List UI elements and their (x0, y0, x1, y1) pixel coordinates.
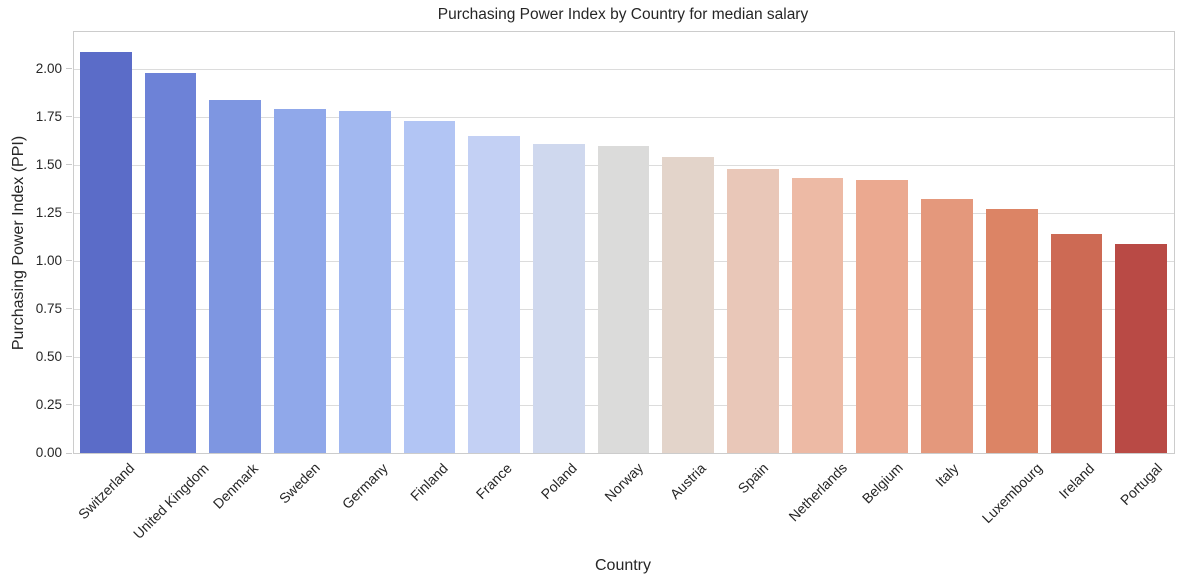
y-tick-label: 0.00 (35, 445, 62, 460)
bar-poland (532, 143, 585, 453)
y-tick-mark (66, 68, 72, 70)
bar-netherlands (791, 178, 844, 453)
plot-area (72, 30, 1175, 454)
bar-portugal (1115, 243, 1167, 453)
x-tick-label: Poland (537, 459, 580, 502)
gridline (73, 116, 1174, 118)
y-tick-mark (66, 404, 72, 406)
bar-finland (403, 120, 456, 453)
x-tick-label: Ireland (1055, 459, 1098, 502)
x-tick-label: Norway (601, 459, 647, 505)
x-tick-label: Italy (932, 459, 962, 490)
x-tick-label: Netherlands (785, 459, 850, 525)
bar-austria (662, 157, 715, 453)
bar-luxembourg (985, 209, 1038, 453)
gridline (73, 68, 1174, 70)
bar-denmark (209, 99, 262, 453)
y-tick-mark (66, 452, 72, 454)
x-tick-label: Portugal (1117, 459, 1166, 508)
y-tick-label: 1.25 (35, 204, 62, 220)
y-tick-label: 1.00 (35, 252, 62, 268)
x-tick-label: Belgium (858, 459, 906, 507)
y-tick-mark (66, 260, 72, 262)
x-tick-label: Germany (338, 459, 391, 512)
bar-switzerland (79, 51, 132, 453)
x-tick-label: Spain (734, 459, 772, 497)
bar-belgium (856, 180, 909, 453)
x-tick-label: France (472, 459, 515, 502)
y-tick-label: 2.00 (35, 60, 62, 76)
x-tick-label: Switzerland (74, 459, 138, 523)
bar-spain (727, 168, 779, 453)
y-tick-label: 1.50 (35, 156, 62, 172)
bar-italy (921, 199, 973, 453)
y-tick-mark (66, 116, 72, 118)
y-tick-label: 0.50 (35, 348, 62, 364)
chart-title: Purchasing Power Index by Country for me… (437, 6, 809, 23)
x-tick-label: Denmark (209, 459, 261, 512)
y-tick-label: 0.25 (35, 396, 62, 412)
y-tick-label: 0.75 (35, 300, 62, 316)
y-tick-mark (66, 164, 72, 166)
y-tick-mark (66, 356, 72, 358)
x-axis-label: Country (594, 557, 652, 574)
y-tick-label: 1.75 (35, 108, 62, 124)
x-tick-label: Austria (666, 459, 710, 502)
x-tick-label: Sweden (276, 459, 324, 507)
y-tick-mark (66, 308, 72, 310)
bar-united-kingdom (144, 72, 197, 453)
x-tick-label: Finland (407, 459, 452, 504)
bar-norway (597, 145, 650, 453)
x-tick-label: United Kingdom (129, 459, 212, 542)
bar-sweden (274, 109, 326, 453)
bar-france (468, 136, 520, 453)
y-tick-mark (66, 212, 72, 214)
bar-germany (338, 111, 391, 453)
x-tick-label: Luxembourg (978, 459, 1045, 527)
bar-ireland (1050, 234, 1103, 453)
